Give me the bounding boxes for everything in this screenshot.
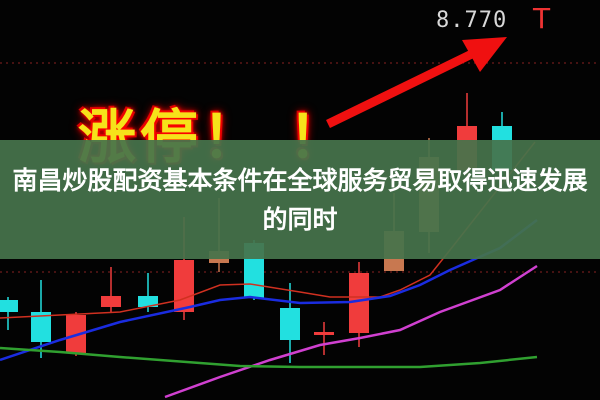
candle-body — [31, 312, 51, 342]
moving-average-ma60 — [0, 346, 538, 369]
candle-body — [138, 296, 158, 307]
candle-body — [0, 300, 18, 312]
price-label: 8.770 — [436, 8, 508, 33]
candle-body — [280, 308, 300, 340]
candle-body — [101, 296, 121, 307]
candle-body — [349, 273, 369, 333]
limit-up-mark: T — [533, 2, 551, 35]
arrow-shaft — [326, 45, 482, 129]
arrow-head — [462, 37, 507, 72]
moving-average-ma10 — [0, 219, 538, 362]
title-banner: 南昌炒股配资基本条件在全球服务贸易取得迅速发展的同时 — [0, 140, 600, 259]
moving-average-ma5 — [0, 141, 536, 319]
candle-body — [314, 332, 334, 335]
candle-body — [174, 260, 194, 312]
moving-average-ma20 — [164, 264, 538, 399]
article-title: 南昌炒股配资基本条件在全球服务贸易取得迅速发展的同时 — [12, 165, 588, 234]
